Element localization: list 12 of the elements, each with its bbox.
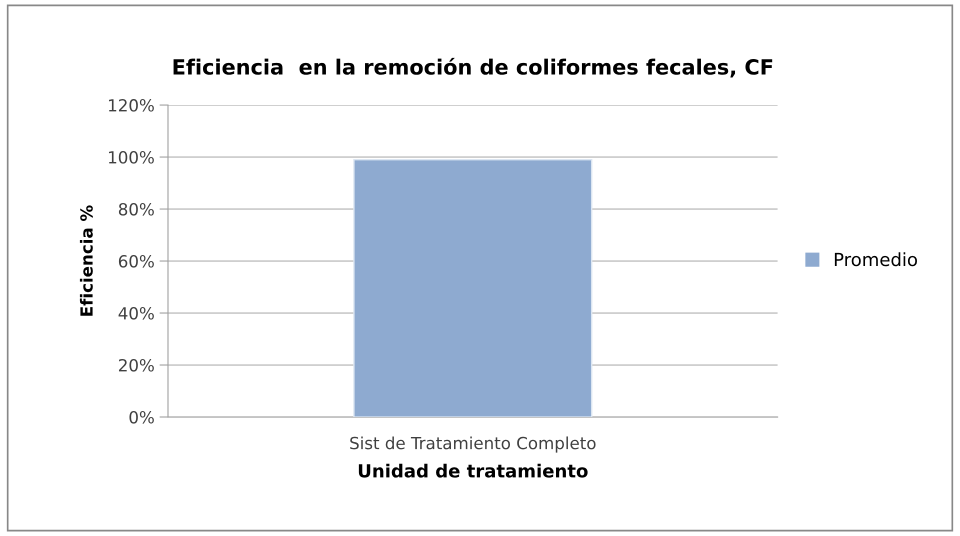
y-tick-label: 100% [108,151,154,164]
y-tick-label: 0% [129,410,154,424]
y-tick-label: 120% [108,99,154,112]
x-tick-label: Sist de Tratamiento Completo [350,436,596,453]
x-axis-title: Unidad de tratamiento [358,464,588,478]
y-axis-title: Eficiencia % [80,205,93,316]
chart-title: Eficiencia en la remoción de coliformes fecales, CF [174,58,772,78]
y-tick-label: 60% [118,254,154,268]
y-tick-label: 80% [118,203,154,216]
y-tick-label: 40% [118,306,154,320]
legend-label: Promedio [834,252,917,266]
y-tick-label: 20% [118,358,154,372]
